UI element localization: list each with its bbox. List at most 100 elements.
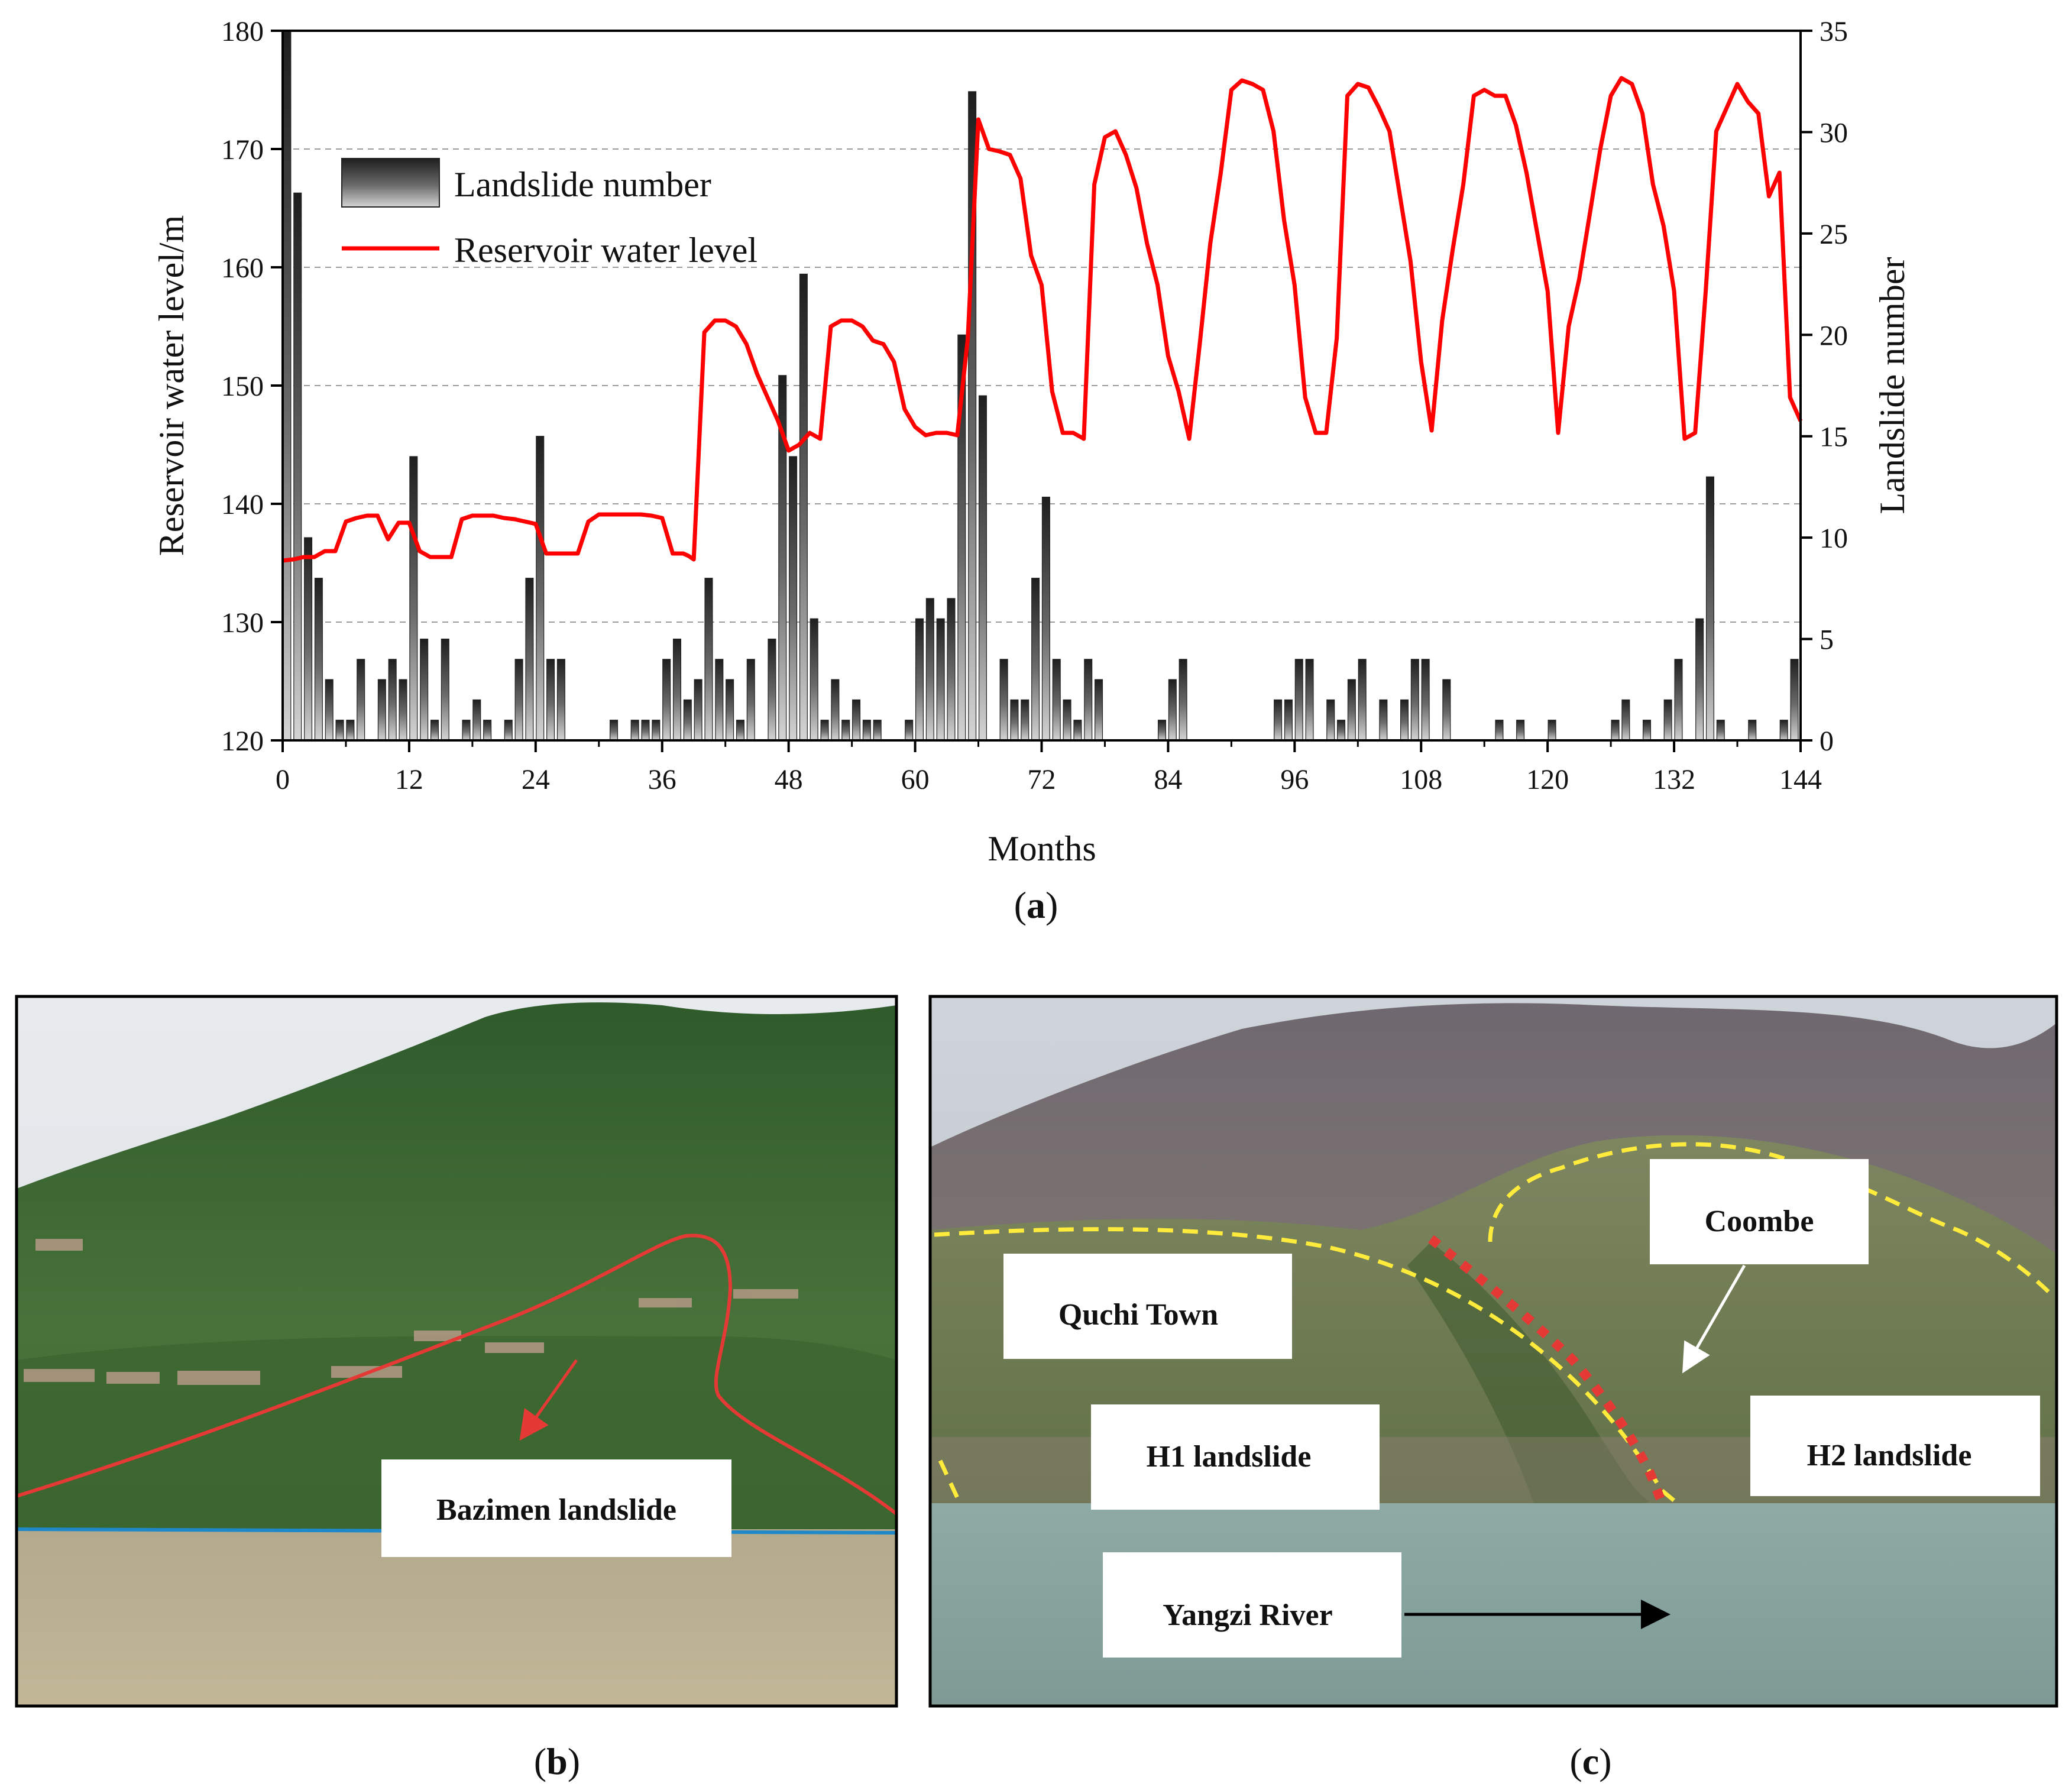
landslide-bar <box>1695 618 1704 741</box>
river-label: Yangzi River <box>1163 1598 1332 1632</box>
x-tick-label: 108 <box>1400 764 1442 795</box>
landslide-bar <box>1010 699 1019 741</box>
landslide-bar <box>546 659 555 741</box>
landslide-bars <box>283 30 1799 741</box>
left-y-tick-label: 130 <box>221 607 264 639</box>
landslide-bar <box>1063 699 1071 741</box>
h2-label-box <box>1750 1396 2040 1496</box>
landslide-bar <box>335 720 344 741</box>
landslide-bar <box>1326 699 1335 741</box>
right-y-tick-label: 25 <box>1820 219 1848 250</box>
landslide-bar <box>736 720 744 741</box>
landslide-bar <box>905 720 914 741</box>
x-tick-label: 132 <box>1653 764 1695 795</box>
right-y-axis-label: Landslide number <box>1873 257 1912 514</box>
h1-boundary-dashed <box>934 1227 1681 1507</box>
x-tick-label: 0 <box>276 764 290 795</box>
landslide-bar <box>483 720 492 741</box>
right-y-tick-label: 0 <box>1820 726 1834 757</box>
panel-c-label: c <box>1582 1740 1599 1782</box>
right-y-tick-label: 35 <box>1820 16 1848 47</box>
panel-c-frame <box>928 995 2058 1708</box>
landslide-bar <box>610 720 619 741</box>
x-tick-label: 84 <box>1154 764 1182 795</box>
left-y-tick-label: 140 <box>221 489 264 520</box>
landslide-bar <box>1611 720 1620 741</box>
landslide-bar <box>1274 699 1283 741</box>
left-y-tick-label: 160 <box>221 253 264 284</box>
right-y-axis-ticks: 0 5 10 15 20 25 30 35 <box>1801 16 1848 757</box>
right-y-tick-label: 5 <box>1820 624 1834 656</box>
landslide-bar <box>430 720 439 741</box>
right-y-tick-label: 10 <box>1820 523 1848 554</box>
landslide-bar <box>1442 679 1451 741</box>
x-tick-label: 24 <box>522 764 550 795</box>
panel-b-photo: Bazimen landslide <box>15 995 898 1708</box>
landslide-bar <box>672 638 682 741</box>
landslide-bar <box>936 618 945 741</box>
landslide-bar <box>1073 720 1082 741</box>
right-y-tick-label: 30 <box>1820 117 1848 148</box>
landslide-bar <box>1547 720 1556 741</box>
landslide-bar <box>852 699 861 741</box>
landslide-bar <box>789 456 798 741</box>
landslide-bar <box>377 679 386 741</box>
landslide-bar <box>1621 699 1630 741</box>
landslide-bar <box>715 659 724 741</box>
landslide-bar <box>1041 496 1050 741</box>
landslide-bar <box>1748 720 1757 741</box>
landslide-bar <box>293 192 302 741</box>
landslide-bar <box>1021 699 1029 741</box>
landslide-bar <box>1516 720 1525 741</box>
x-tick-label: 72 <box>1028 764 1056 795</box>
right-y-tick-label: 15 <box>1820 422 1848 453</box>
quchi-label: Quchi Town <box>1058 1298 1218 1332</box>
panel-b-caption: (b) <box>534 1740 580 1782</box>
landslide-bar <box>873 720 882 741</box>
landslide-bar <box>925 598 934 741</box>
panel-a-caption: (a) <box>1014 884 1058 926</box>
landslide-bar <box>399 679 407 741</box>
landslide-bar <box>820 720 829 741</box>
landslide-bar <box>1716 720 1725 741</box>
bazimen-pointer-arrow <box>519 1359 578 1441</box>
landslide-bar <box>862 720 871 741</box>
landslide-bar <box>409 456 418 741</box>
bazimen-label: Bazimen landslide <box>436 1493 676 1527</box>
x-tick-label: 96 <box>1280 764 1309 795</box>
landslide-bar <box>1400 699 1409 741</box>
landslide-bar <box>915 618 924 741</box>
landslide-bar <box>999 659 1008 741</box>
x-tick-label: 12 <box>395 764 423 795</box>
x-tick-label: 144 <box>1779 764 1822 795</box>
left-y-tick-label: 180 <box>221 16 264 47</box>
x-tick-label: 48 <box>775 764 803 795</box>
landslide-bar <box>462 720 471 741</box>
panel-a-label: a <box>1027 884 1045 926</box>
panel-c-caption: (c) <box>1569 1740 1611 1782</box>
left-y-tick-label: 170 <box>221 134 264 166</box>
landslide-bar <box>536 436 545 741</box>
landslide-bar <box>630 720 639 741</box>
landslide-bar <box>841 720 850 741</box>
landslide-bar <box>1790 659 1799 741</box>
h1-label: H1 landslide <box>1147 1440 1312 1474</box>
landslide-bar <box>726 679 734 741</box>
landslide-bar <box>420 638 429 741</box>
reservoir-water-level-line <box>282 76 1803 563</box>
panel-b-frame <box>15 995 898 1708</box>
landslide-bar <box>1410 659 1419 741</box>
legend: Landslide number Reservoir water level <box>341 158 757 270</box>
panel-b-label: b <box>546 1740 568 1782</box>
landslide-bar <box>504 720 513 741</box>
landslide-bar <box>704 578 713 741</box>
landslide-bar <box>472 699 481 741</box>
landslide-bar <box>1495 720 1504 741</box>
landslide-bar <box>1379 699 1388 741</box>
x-tick-label: 36 <box>648 764 676 795</box>
landslide-bar <box>1779 720 1788 741</box>
h2-label: H2 landslide <box>1807 1439 1972 1472</box>
left-y-tick-label: 120 <box>221 726 264 757</box>
right-y-tick-label: 20 <box>1820 320 1848 351</box>
